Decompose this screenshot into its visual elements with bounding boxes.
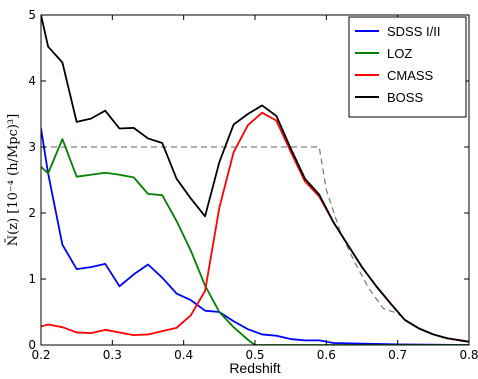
x-tick-label: 0.2 [31,348,50,362]
legend-label: BOSS [387,90,423,105]
y-tick-label: 4 [28,74,36,88]
x-tick-label: 0.3 [103,348,122,362]
legend: SDSS I/II LOZ CMASS BOSS [348,16,467,118]
x-tick-label: 0.7 [388,348,407,362]
series-line-reference-dashed [41,146,469,343]
series-line-sdss-i-ii [41,128,469,345]
legend-label: CMASS [387,68,434,83]
x-axis-label: Redshift [229,360,280,376]
x-tick-label: 0.8 [459,348,478,362]
y-tick-labels: 0 1 2 3 4 5 [28,8,36,352]
series-line-loz [41,138,469,345]
x-tick-label: 0.6 [317,348,336,362]
x-tick-label: 0.4 [174,348,193,362]
legend-label: LOZ [387,46,412,61]
x-tick-label: 0.5 [245,348,264,362]
y-tick-label: 0 [28,338,36,352]
legend-box [348,16,467,118]
axis-ticks [40,14,470,346]
legend-label: SDSS I/II [387,24,440,39]
y-tick-label: 3 [28,140,36,154]
x-tick-labels: 0.2 0.3 0.4 0.5 0.6 0.7 0.8 [31,348,478,362]
y-axis-label: N̄(z) [10⁻⁴ (h/Mpc)³] [5,114,21,246]
y-tick-label: 2 [28,206,36,220]
y-tick-label: 1 [28,272,36,286]
series-line-boss [41,15,469,343]
y-tick-label: 5 [28,8,36,22]
